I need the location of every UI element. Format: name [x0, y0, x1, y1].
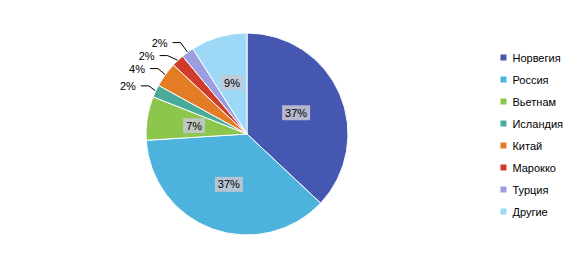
svg-text:Марокко: Марокко [512, 162, 556, 174]
svg-text:7%: 7% [186, 120, 202, 132]
svg-text:Россия: Россия [512, 74, 548, 86]
svg-text:2%: 2% [139, 50, 155, 62]
svg-text:2%: 2% [152, 37, 168, 49]
svg-text:Китай: Китай [512, 140, 542, 152]
svg-text:Другие: Другие [512, 206, 547, 218]
svg-text:37%: 37% [218, 178, 240, 190]
svg-text:Норвегия: Норвегия [512, 52, 560, 64]
svg-text:2%: 2% [120, 80, 136, 92]
svg-text:4%: 4% [129, 63, 145, 75]
svg-text:Исландия: Исландия [512, 118, 563, 130]
svg-text:37%: 37% [285, 107, 307, 119]
svg-text:Турция: Турция [512, 184, 548, 196]
svg-text:9%: 9% [224, 77, 240, 89]
svg-text:Вьетнам: Вьетнам [512, 96, 556, 108]
